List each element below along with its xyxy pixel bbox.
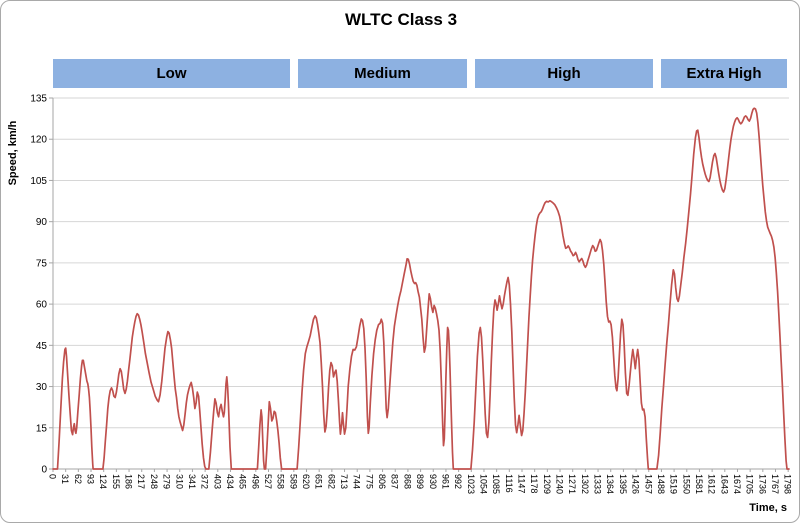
- x-tick-label: 713: [339, 474, 349, 489]
- x-tick-label: 1457: [643, 474, 653, 494]
- x-tick-label: 1550: [681, 474, 691, 494]
- x-tick-label: 0: [48, 474, 58, 479]
- x-tick-label: 62: [73, 474, 83, 484]
- y-tick-label: 30: [36, 382, 48, 393]
- x-tick-label: 806: [377, 474, 387, 489]
- x-tick-label: 1488: [656, 474, 666, 494]
- x-tick-label: 217: [136, 474, 146, 489]
- x-tick-label: 620: [301, 474, 311, 489]
- x-tick-label: 186: [124, 474, 134, 489]
- x-tick-label: 589: [288, 474, 298, 489]
- x-tick-label: 1240: [555, 474, 565, 494]
- x-tick-label: 1364: [605, 474, 615, 494]
- x-tick-label: 1271: [567, 474, 577, 494]
- x-tick-label: 1116: [504, 474, 514, 493]
- y-tick-label: 135: [30, 94, 47, 105]
- x-tick-label: 1147: [516, 474, 526, 493]
- x-tick-label: 1209: [542, 474, 552, 494]
- x-tick-label: 1426: [631, 474, 641, 494]
- x-tick-label: 1736: [757, 474, 767, 494]
- phase-banner-high: High: [475, 59, 653, 88]
- x-tick-label: 1643: [719, 474, 729, 494]
- speed-trace-line: [52, 107, 790, 470]
- x-tick-label: 434: [225, 474, 235, 489]
- x-tick-label: 930: [428, 474, 438, 489]
- x-tick-label: 1798: [783, 474, 793, 494]
- x-tick-label: 651: [314, 474, 324, 489]
- y-tick-label: 15: [36, 423, 48, 434]
- x-tick-label: 1023: [466, 474, 476, 494]
- y-tick-label: 75: [36, 258, 48, 269]
- x-tick-label: 1705: [745, 474, 755, 494]
- x-tick-label: 465: [238, 474, 248, 489]
- x-tick-label: 310: [174, 474, 184, 489]
- x-tick-label: 1178: [529, 474, 539, 493]
- x-tick-label: 558: [276, 474, 286, 489]
- x-tick-label: 899: [415, 474, 425, 489]
- phase-banner-extra-high: Extra High: [661, 59, 787, 88]
- x-tick-label: 527: [263, 474, 273, 489]
- x-tick-label: 837: [390, 474, 400, 489]
- x-tick-label: 31: [60, 474, 70, 484]
- y-tick-label: 0: [41, 465, 47, 476]
- chart-title: WLTC Class 3: [344, 10, 458, 29]
- x-tick-label: 496: [250, 474, 260, 489]
- x-tick-label: 868: [402, 474, 412, 489]
- x-tick-label: 992: [453, 474, 463, 489]
- x-tick-label: 961: [440, 474, 450, 489]
- phase-banner-low: Low: [53, 59, 290, 88]
- x-tick-label: 1767: [770, 474, 780, 494]
- x-tick-label: 1085: [491, 474, 501, 494]
- x-tick-label: 248: [149, 474, 159, 489]
- x-tick-label: 1395: [618, 474, 628, 494]
- x-tick-label: 1054: [478, 474, 488, 494]
- x-tick-label: 372: [200, 474, 210, 489]
- y-tick-label: 90: [36, 217, 48, 228]
- x-tick-label: 1674: [732, 474, 742, 494]
- y-tick-label: 120: [30, 135, 47, 146]
- x-tick-label: 775: [364, 474, 374, 489]
- x-axis-title: Time, s: [749, 502, 787, 514]
- x-tick-label: 1612: [707, 474, 717, 494]
- x-tick-label: 682: [326, 474, 336, 489]
- y-tick-label: 105: [30, 176, 47, 187]
- x-tick-label: 1519: [669, 474, 679, 494]
- x-tick-label: 124: [98, 474, 108, 489]
- x-tick-label: 744: [352, 474, 362, 489]
- x-tick-label: 403: [212, 474, 222, 489]
- x-tick-label: 1581: [694, 474, 704, 494]
- x-tick-label: 279: [162, 474, 172, 489]
- x-tick-label: 93: [86, 474, 96, 484]
- x-tick-label: 1302: [580, 474, 590, 494]
- x-tick-label: 155: [111, 474, 121, 489]
- phase-banner-medium: Medium: [298, 59, 467, 88]
- x-tick-label: 1333: [593, 474, 603, 494]
- y-tick-label: 60: [36, 300, 48, 311]
- y-tick-label: 45: [36, 341, 48, 352]
- x-tick-label: 341: [187, 474, 197, 489]
